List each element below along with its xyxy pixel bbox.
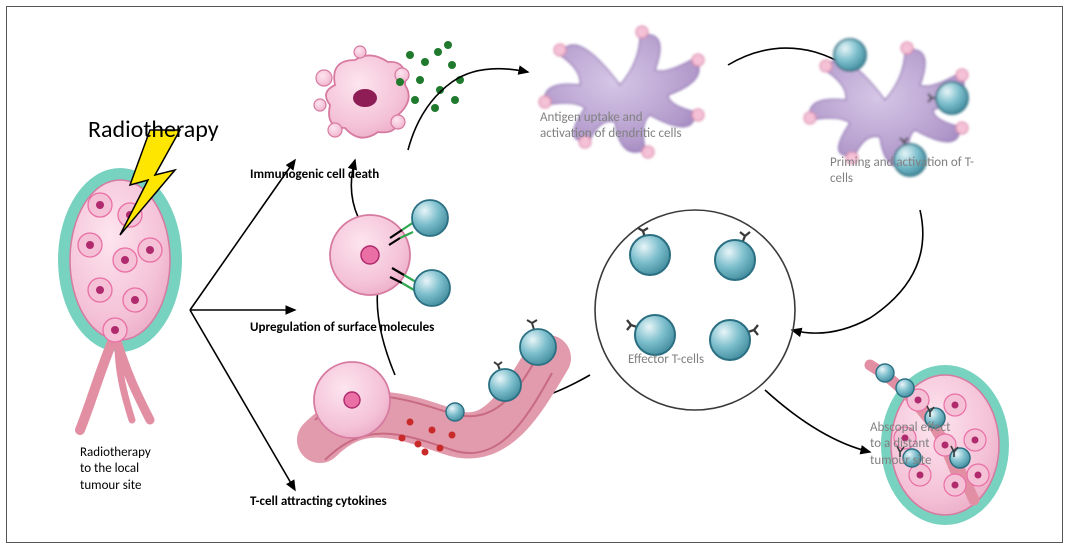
label-cytokines: T-cell attracting cytokines xyxy=(250,494,387,510)
label-upregulation: Upregulation of surface molecules xyxy=(250,320,434,336)
radiotherapy-title: Radiotherapy xyxy=(88,115,219,145)
label-priming: Priming and activation of T- cells xyxy=(830,155,974,188)
local-site-caption: Radiotherapy to the local tumour site xyxy=(80,445,151,494)
label-effector: Effector T-cells xyxy=(628,352,704,368)
label-immunogenic: Immunogenic cell death xyxy=(250,167,379,183)
label-abscopal: Abscopal effect to a distant tumour site xyxy=(870,420,951,469)
label-dc-uptake: Antigen uptake and activation of dendrit… xyxy=(540,110,682,143)
